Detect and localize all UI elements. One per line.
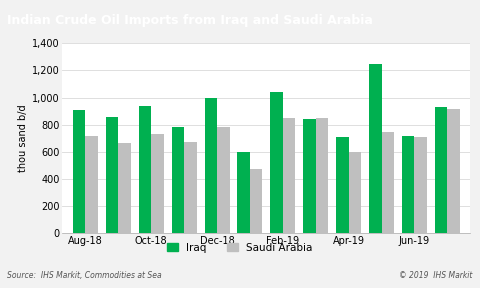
Bar — [172, 127, 184, 233]
Bar — [402, 136, 414, 233]
Bar — [238, 152, 250, 233]
Bar — [119, 143, 131, 233]
Bar — [85, 136, 98, 233]
Bar — [447, 109, 460, 233]
Bar — [283, 118, 295, 233]
Bar — [316, 118, 328, 233]
Bar — [435, 107, 447, 233]
Bar — [348, 152, 361, 233]
Bar — [414, 137, 427, 233]
Bar — [204, 98, 217, 233]
Bar — [151, 134, 164, 233]
Text: Source:  IHS Markit, Commodities at Sea: Source: IHS Markit, Commodities at Sea — [7, 270, 162, 280]
Bar — [336, 137, 348, 233]
Bar — [106, 117, 119, 233]
Bar — [250, 169, 263, 233]
Bar — [303, 119, 316, 233]
Y-axis label: thou sand b/d: thou sand b/d — [18, 105, 28, 172]
Bar — [382, 132, 394, 233]
Bar — [217, 127, 229, 233]
Text: © 2019  IHS Markit: © 2019 IHS Markit — [399, 270, 473, 280]
Bar — [184, 142, 197, 233]
Bar — [369, 64, 382, 233]
Bar — [73, 110, 85, 233]
Text: Indian Crude Oil Imports from Iraq and Saudi Arabia: Indian Crude Oil Imports from Iraq and S… — [7, 14, 373, 27]
Bar — [139, 106, 151, 233]
Bar — [270, 92, 283, 233]
Legend: Iraq, Saudi Arabia: Iraq, Saudi Arabia — [168, 243, 312, 253]
